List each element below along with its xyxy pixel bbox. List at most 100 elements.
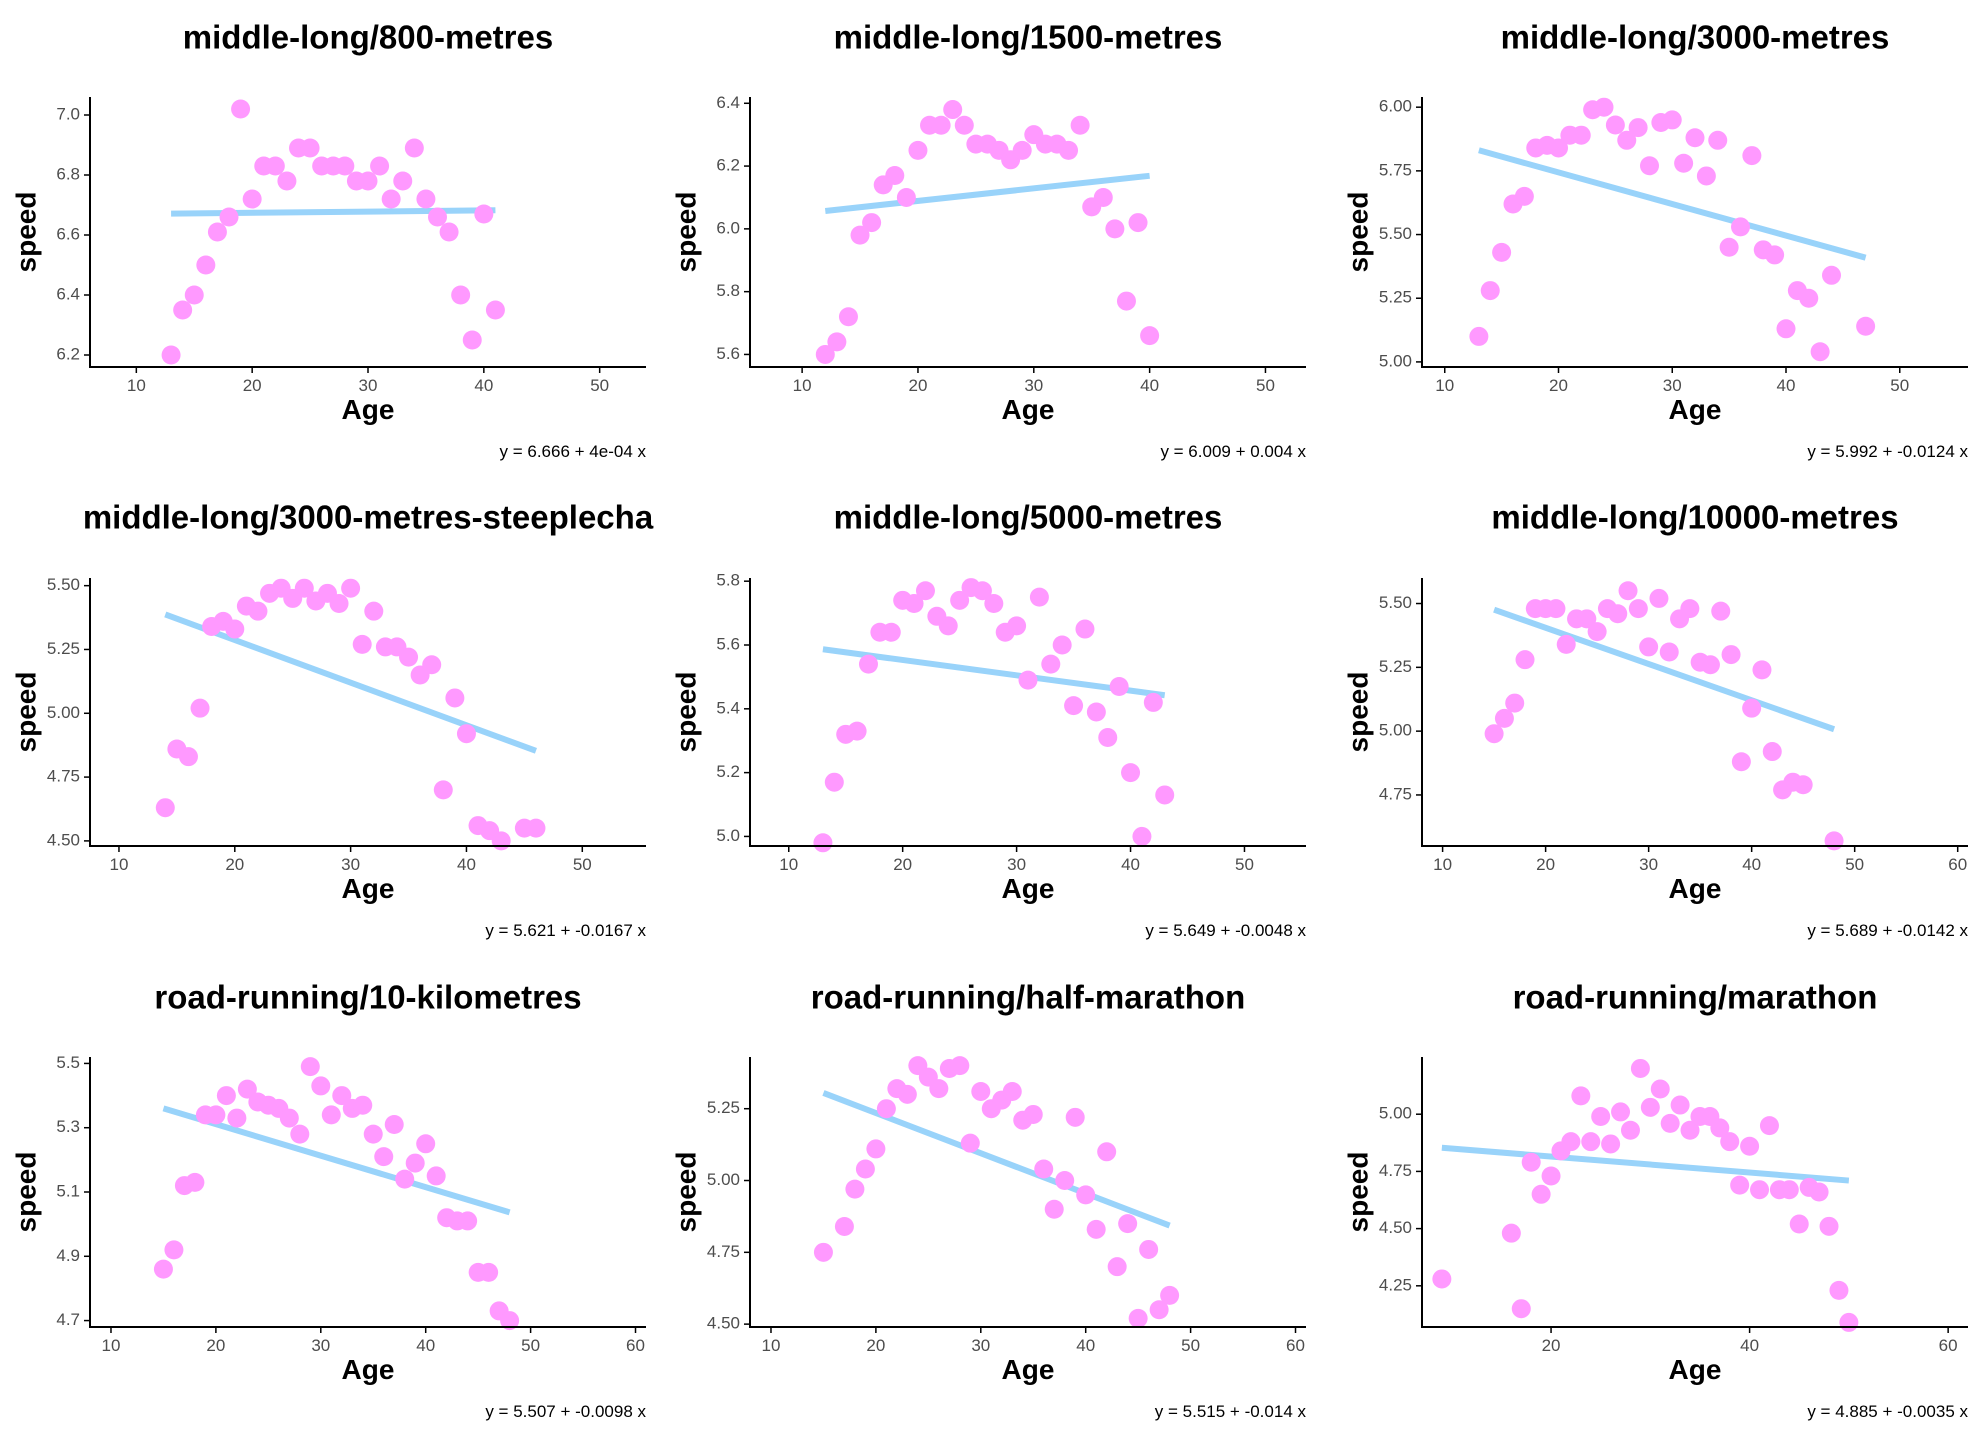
data-point xyxy=(1546,599,1566,619)
data-point xyxy=(1608,604,1628,624)
data-point xyxy=(458,1211,478,1231)
y-tick-label: 5.8 xyxy=(716,571,740,590)
y-tick-label: 5.25 xyxy=(707,1098,740,1117)
x-axis-title: Age xyxy=(342,873,395,904)
data-point xyxy=(1809,1182,1829,1202)
data-point xyxy=(1098,728,1118,748)
data-point xyxy=(161,345,181,365)
x-tick-label: 50 xyxy=(1890,376,1909,395)
data-point xyxy=(972,581,992,601)
y-tick-label: 5.4 xyxy=(716,698,740,717)
x-tick-label: 10 xyxy=(109,855,128,874)
y-tick-label: 5.00 xyxy=(1379,351,1412,370)
data-point xyxy=(1620,1120,1640,1140)
data-point xyxy=(207,222,227,242)
data-point xyxy=(896,187,916,207)
panel-2: middle-long/1500-metres 10 20 30 40 50 5.6 5.8 6… xyxy=(670,19,1306,461)
y-tick-label: 5.25 xyxy=(1379,288,1412,307)
data-point xyxy=(153,1259,173,1279)
y-tick-label: 5.3 xyxy=(56,1117,80,1136)
data-point xyxy=(456,724,476,744)
x-axis-title: Age xyxy=(1669,873,1722,904)
data-point xyxy=(1605,115,1625,135)
x-tick-label: 40 xyxy=(1076,1336,1095,1355)
data-point xyxy=(300,1057,320,1077)
x-tick-label: 10 xyxy=(779,855,798,874)
x-tick-label: 10 xyxy=(793,376,812,395)
data-point xyxy=(1514,186,1534,206)
x-tick-label: 30 xyxy=(1663,376,1682,395)
x-tick-label: 30 xyxy=(1007,855,1026,874)
y-tick-label: 6.4 xyxy=(716,93,740,112)
panel-title: middle-long/3000-metres-steeplecha xyxy=(83,499,654,536)
data-point xyxy=(311,1076,331,1096)
x-tick-label: 20 xyxy=(866,1336,885,1355)
panel-5: middle-long/5000-metres 10 20 30 40 50 5.0 5.2 5… xyxy=(670,499,1306,940)
data-point xyxy=(1630,1058,1650,1078)
data-point xyxy=(1789,1214,1809,1234)
data-point xyxy=(855,1159,875,1179)
data-point xyxy=(358,171,378,191)
data-point xyxy=(231,99,251,119)
x-axis-title: Age xyxy=(342,1354,395,1385)
y-tick-label: 6.6 xyxy=(56,224,80,243)
x-tick-label: 10 xyxy=(1435,376,1454,395)
y-axis-title: speed xyxy=(10,192,41,273)
x-tick-label: 60 xyxy=(1948,855,1967,874)
x-tick-label: 40 xyxy=(1121,855,1140,874)
data-point xyxy=(1829,1280,1849,1300)
data-point xyxy=(1639,637,1659,657)
data-point xyxy=(1685,128,1705,148)
data-point xyxy=(834,1216,854,1236)
data-point xyxy=(1561,1132,1581,1152)
panel-3: middle-long/3000-metres 10 20 30 40 50 5.00 5.2… xyxy=(1342,19,1968,461)
panel-title: middle-long/1500-metres xyxy=(834,19,1223,56)
data-point xyxy=(1097,1142,1117,1162)
x-tick-label: 50 xyxy=(1845,855,1864,874)
panel-title: middle-long/800-metres xyxy=(183,19,553,56)
x-tick-label: 20 xyxy=(1542,1336,1561,1355)
y-tick-label: 6.8 xyxy=(56,164,80,183)
data-point xyxy=(1118,1214,1138,1234)
data-point xyxy=(1750,1180,1770,1200)
data-point xyxy=(1752,660,1772,680)
y-tick-label: 5.00 xyxy=(1379,721,1412,740)
data-point xyxy=(1793,775,1813,795)
y-tick-label: 4.75 xyxy=(1379,784,1412,803)
y-tick-label: 5.2 xyxy=(716,762,740,781)
data-point xyxy=(352,634,372,654)
data-point xyxy=(1776,319,1796,339)
panel-title: middle-long/5000-metres xyxy=(834,499,1223,536)
data-point xyxy=(1128,1308,1148,1328)
y-tick-label: 4.50 xyxy=(707,1314,740,1333)
data-point xyxy=(1023,1104,1043,1124)
data-point xyxy=(1856,316,1876,336)
data-point xyxy=(196,255,216,275)
data-point xyxy=(1065,1107,1085,1127)
y-axis-title: speed xyxy=(1342,192,1373,273)
data-point xyxy=(428,207,447,227)
data-point xyxy=(329,594,349,614)
x-axis-title: Age xyxy=(1002,394,1055,425)
data-point xyxy=(1044,1199,1064,1219)
data-point xyxy=(1601,1134,1621,1154)
panel-7: road-running/10-kilometres 10 20 30 40 50 60 4.… xyxy=(10,979,646,1421)
data-point xyxy=(155,798,175,818)
data-point xyxy=(1064,696,1084,716)
y-tick-label: 4.75 xyxy=(707,1242,740,1261)
data-point xyxy=(1109,676,1129,696)
data-point xyxy=(363,1124,383,1144)
x-tick-label: 10 xyxy=(102,1336,121,1355)
regression-line xyxy=(171,207,496,217)
data-point xyxy=(1075,619,1095,639)
data-point xyxy=(393,171,413,191)
data-point xyxy=(1721,645,1741,665)
data-point xyxy=(1070,115,1090,135)
data-point xyxy=(1696,166,1716,186)
x-tick-label: 20 xyxy=(908,376,927,395)
data-point xyxy=(242,189,262,209)
data-point xyxy=(850,225,870,245)
data-point xyxy=(827,332,847,352)
data-point xyxy=(1710,1118,1730,1138)
data-point xyxy=(370,156,390,176)
